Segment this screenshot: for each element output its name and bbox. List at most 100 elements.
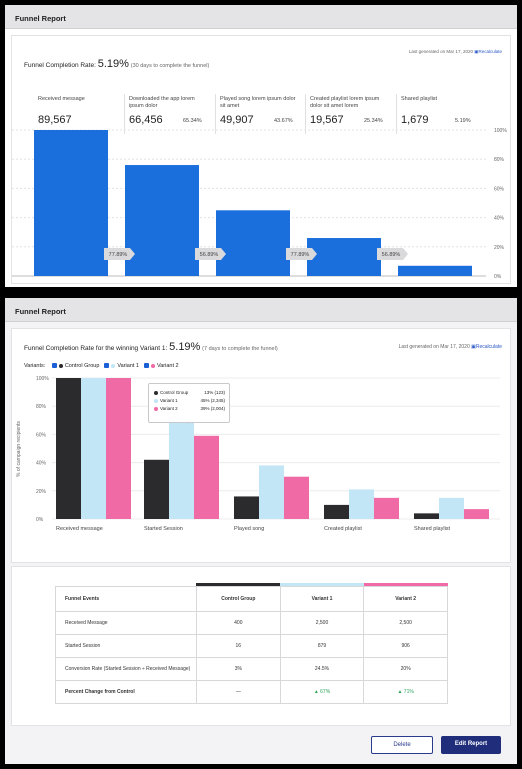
cell: 2,500: [363, 611, 448, 635]
funnel-bar[interactable]: [34, 130, 108, 276]
variant-checkbox[interactable]: Variant 2: [143, 363, 179, 369]
variant-color-dot: [58, 363, 63, 368]
funnel-report-panel-1: Funnel Report Funnel Completion Rate: 5.…: [5, 5, 517, 287]
variant-checkbox[interactable]: Control Group: [51, 363, 100, 369]
x-tick-label: Shared playlist: [414, 526, 451, 532]
step-percent: 25.34%: [364, 118, 383, 124]
variant-label: Variant 1: [117, 363, 139, 369]
y-tick-label: 100%: [36, 376, 49, 382]
rate-label: Funnel Completion Rate for the winning V…: [24, 345, 168, 352]
y-tick-label: 40%: [36, 461, 47, 467]
step-divider: [215, 94, 216, 134]
table-row-percent-change: Percent Change from Control — ▲ 67% ▲ 71…: [55, 680, 448, 704]
funnel-bar[interactable]: [307, 238, 381, 276]
control-color-bar: [196, 583, 280, 586]
step-count: 1,679: [401, 114, 429, 126]
panel-title: Funnel Report: [5, 298, 517, 322]
variant-checkbox[interactable]: Variant 1: [104, 363, 139, 369]
edit-report-button[interactable]: Edit Report: [441, 736, 501, 754]
bar-control-group[interactable]: [144, 459, 169, 519]
funnel-card: Funnel Completion Rate: 5.19% (30 days t…: [11, 35, 511, 284]
cell: ▲ 71%: [363, 680, 448, 704]
series-dot: [154, 406, 158, 411]
table-row: Started Session 16 879 906: [55, 634, 448, 658]
cell: 2,500: [279, 611, 365, 635]
completion-rate-winning: Funnel Completion Rate for the winning V…: [24, 341, 278, 353]
tooltip-value: 39% (2,004): [200, 406, 225, 411]
variant-color-dot: [111, 363, 116, 368]
rate-value: 5.19%: [169, 341, 201, 353]
bar-variant-2[interactable]: [464, 509, 489, 519]
bar-control-group[interactable]: [324, 504, 349, 519]
step-label: Received message: [38, 96, 85, 102]
bar-variant-2[interactable]: [106, 378, 131, 519]
step-count: 66,456: [129, 114, 163, 126]
bar-variant-1[interactable]: [259, 465, 284, 519]
conversion-arrow: [195, 248, 226, 260]
x-tick-label: Played song: [234, 526, 264, 532]
rate-note: (7 days to complete the funnel): [202, 346, 278, 352]
recalculate-link[interactable]: ▣Recalculate: [474, 49, 502, 54]
bar-control-group[interactable]: [414, 513, 439, 519]
tooltip-value: 45% (2,345): [200, 398, 225, 403]
bar-variant-1[interactable]: [81, 378, 106, 519]
tooltip-series-name: Control Group: [160, 390, 189, 395]
bar-variant-2[interactable]: [284, 476, 309, 519]
funnel-report-panel-2: Funnel Report Funnel Completion Rate for…: [5, 298, 517, 764]
step-label: Downloaded the app lorem ipsum dolor: [129, 96, 195, 109]
delete-button[interactable]: Delete: [371, 736, 433, 754]
step-count: 19,567: [310, 114, 344, 126]
x-tick-label: Created playlist: [324, 526, 362, 532]
comparison-table-card: Funnel Events Control Group Variant 1 Va…: [11, 566, 511, 726]
tooltip-row: Control Group 13% (123): [154, 389, 225, 397]
y-tick-label: 20%: [36, 489, 47, 495]
generated-info: Last generated on Mar 17, 2020 ▣Recalcul…: [399, 344, 502, 350]
tooltip-series-name: Variant 1: [160, 398, 178, 403]
funnel-events-table: Funnel Events Control Group Variant 1 Va…: [55, 586, 448, 704]
table-header-row: Funnel Events Control Group Variant 1 Va…: [55, 586, 448, 612]
recalculate-label: Recalculate: [478, 49, 502, 54]
conversion-label: 77.89%: [109, 252, 128, 258]
cell: Conversion Rate (Started Session ÷ Recei…: [55, 657, 197, 681]
y-tick-label: 0%: [494, 274, 502, 280]
generated-text: Last generated on Mar 17, 2020: [408, 49, 473, 54]
rate-label: Funnel Completion Rate:: [24, 62, 96, 69]
tooltip-value: 13% (123): [204, 390, 225, 395]
table-row: Received Message 400 2,500 2,500: [55, 611, 448, 635]
funnel-bar[interactable]: [125, 165, 199, 276]
header-variant-2: Variant 2: [363, 586, 448, 612]
funnel-bar[interactable]: [398, 265, 472, 276]
variant1-color-bar: [280, 583, 364, 586]
variants-filter: Variants: Control Group Variant 1 Variant …: [24, 363, 179, 369]
tooltip-series: Control Group: [154, 389, 188, 397]
cell: ▲ 67%: [279, 680, 365, 704]
bar-variant-2[interactable]: [194, 435, 219, 519]
completion-rate: Funnel Completion Rate: 5.19% (30 days t…: [24, 58, 209, 70]
step-divider: [396, 94, 397, 134]
variant-color-dot: [150, 363, 155, 368]
rate-note: (30 days to complete the funnel): [130, 63, 210, 69]
checkbox-icon: [104, 363, 110, 369]
variant-label: Control Group: [64, 363, 100, 369]
y-tick-label: 60%: [494, 186, 505, 192]
bar-variant-2[interactable]: [374, 497, 399, 519]
x-tick-label: Started Session: [144, 526, 183, 532]
recalculate-link[interactable]: ▣Recalculate: [471, 344, 502, 350]
funnel-bar[interactable]: [216, 210, 290, 276]
bar-variant-1[interactable]: [439, 497, 464, 519]
series-dot: [154, 390, 158, 395]
bar-variant-1[interactable]: [169, 414, 194, 519]
tooltip-series-name: Variant 2: [160, 406, 178, 411]
bar-control-group[interactable]: [56, 378, 81, 519]
y-tick-label: 0%: [36, 517, 44, 523]
y-tick-label: 100%: [494, 128, 507, 134]
step-percent: 43.67%: [274, 118, 293, 124]
variant2-color-bar: [364, 583, 448, 586]
checkbox-icon: [51, 363, 57, 369]
cell: 20%: [363, 657, 448, 681]
bar-variant-1[interactable]: [349, 489, 374, 519]
rate-value: 5.19%: [97, 58, 129, 70]
y-tick-label: 80%: [36, 404, 47, 410]
cell: Percent Change from Control: [55, 680, 197, 704]
bar-control-group[interactable]: [234, 496, 259, 519]
